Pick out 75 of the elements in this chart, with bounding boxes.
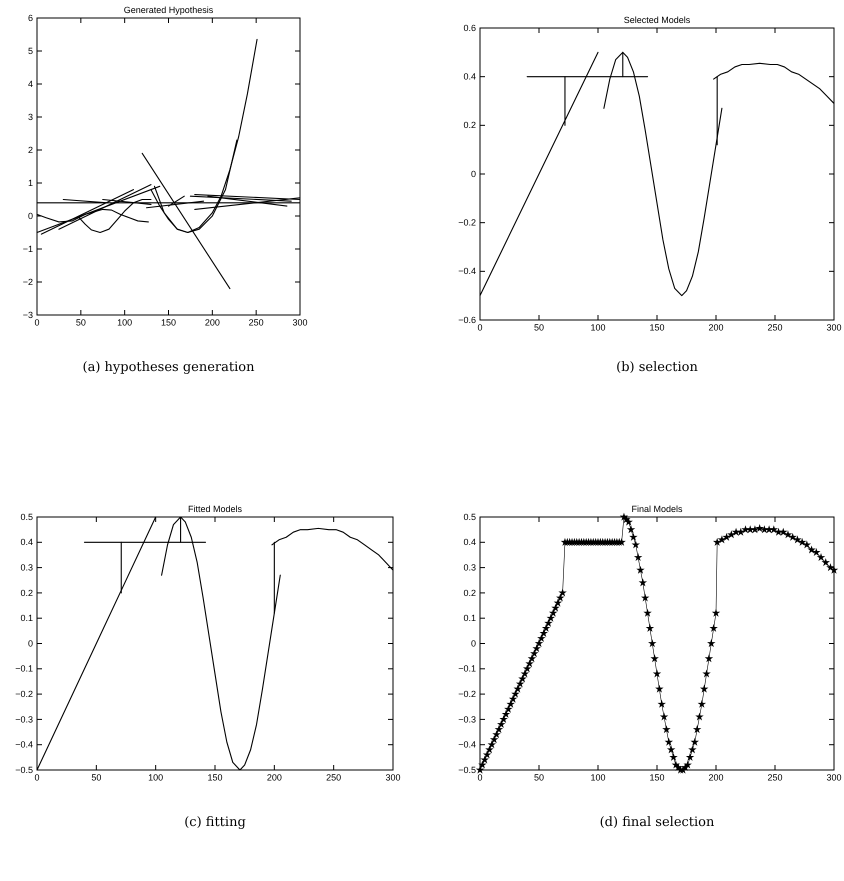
x-tick-label: 200 — [266, 772, 282, 782]
chart-title: Fitted Models — [188, 504, 243, 514]
x-tick-label: 50 — [76, 317, 86, 328]
x-tick-label: 100 — [117, 317, 132, 328]
y-tick-label: −0.4 — [458, 266, 476, 276]
x-tick-label: 50 — [534, 322, 544, 332]
y-tick-label: −0.6 — [458, 314, 476, 325]
x-tick-label: 100 — [590, 772, 606, 782]
x-tick-label: 0 — [477, 772, 483, 782]
y-tick-label: 5 — [28, 46, 33, 56]
y-tick-label: 1 — [28, 178, 33, 188]
y-tick-label: −0.4 — [15, 740, 33, 750]
x-tick-label: 200 — [204, 317, 220, 328]
y-tick-label: 0 — [470, 168, 476, 179]
y-tick-label: 0.4 — [463, 537, 476, 548]
y-tick-label: 0.2 — [463, 588, 476, 598]
y-tick-label: 2 — [28, 144, 33, 155]
text: (c) fitting — [184, 815, 246, 830]
y-tick-label: −3 — [22, 310, 33, 320]
y-tick-label: 4 — [28, 78, 33, 89]
y-tick-label: −0.3 — [458, 714, 476, 724]
chart-title: Selected Models — [624, 15, 691, 25]
y-tick-label: 0.5 — [20, 512, 33, 522]
y-tick-label: −0.5 — [15, 764, 33, 775]
chart-title: Final Models — [631, 504, 684, 514]
y-tick-label: −0.2 — [15, 688, 33, 699]
x-tick-label: 250 — [326, 772, 342, 782]
x-tick-label: 200 — [708, 322, 724, 332]
x-tick-label: 150 — [649, 322, 665, 332]
y-tick-label: 0.4 — [463, 72, 476, 82]
y-tick-label: −0.3 — [15, 714, 33, 724]
x-tick-label: 0 — [34, 772, 40, 782]
y-tick-label: 0.5 — [463, 512, 476, 522]
y-tick-label: 0.2 — [463, 120, 476, 130]
y-tick-label: −0.1 — [15, 664, 33, 674]
y-tick-label: 0.3 — [463, 562, 476, 572]
y-tick-label: −0.2 — [458, 688, 476, 699]
y-tick-label: −1 — [22, 244, 33, 254]
y-tick-label: −2 — [22, 276, 33, 287]
y-tick-label: 0 — [28, 210, 33, 221]
y-tick-label: 6 — [28, 12, 33, 23]
x-tick-label: 0 — [477, 322, 483, 332]
x-tick-label: 200 — [708, 772, 724, 782]
x-tick-label: 100 — [590, 322, 606, 332]
y-tick-label: 0.1 — [20, 613, 33, 624]
chart-title: Generated Hypothesis — [124, 5, 214, 15]
y-tick-label: 0.3 — [20, 562, 33, 572]
y-tick-label: −0.1 — [458, 664, 476, 674]
x-tick-label: 300 — [385, 772, 401, 782]
x-tick-label: 100 — [148, 772, 164, 782]
x-tick-label: 50 — [91, 772, 102, 782]
text: (d) final selection — [600, 815, 716, 830]
text: (b) selection — [616, 360, 698, 375]
y-tick-label: 0.6 — [463, 22, 476, 33]
x-tick-label: 300 — [826, 322, 842, 332]
x-tick-label: 150 — [160, 317, 176, 328]
x-tick-label: 300 — [826, 772, 842, 782]
y-tick-label: 3 — [28, 112, 33, 122]
y-tick-label: 0.4 — [20, 537, 33, 548]
x-tick-label: 300 — [292, 317, 308, 328]
y-tick-label: −0.4 — [458, 740, 476, 750]
x-tick-label: 50 — [534, 772, 544, 782]
y-tick-label: −0.2 — [458, 218, 476, 228]
y-tick-label: −0.5 — [458, 764, 476, 775]
y-tick-label: 0.2 — [20, 588, 33, 598]
x-tick-label: 250 — [248, 317, 264, 328]
x-tick-label: 250 — [767, 322, 783, 332]
text: (a) hypotheses generation — [82, 360, 256, 375]
y-tick-label: 0 — [470, 638, 476, 648]
y-tick-label: 0 — [28, 638, 33, 648]
y-tick-label: 0.1 — [463, 613, 476, 624]
x-tick-label: 150 — [649, 772, 665, 782]
x-tick-label: 0 — [34, 317, 40, 328]
x-tick-label: 250 — [767, 772, 783, 782]
x-tick-label: 150 — [207, 772, 223, 782]
